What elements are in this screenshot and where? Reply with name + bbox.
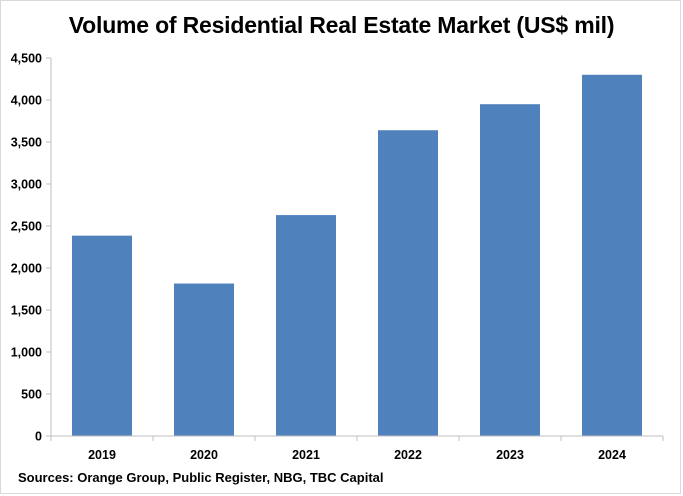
x-tick-label: 2023: [496, 448, 524, 462]
y-tick-label: 4,000: [11, 94, 42, 108]
x-tick-label: 2024: [598, 448, 626, 462]
chart-title: Volume of Residential Real Estate Market…: [68, 12, 615, 38]
y-tick-label: 1,000: [11, 346, 42, 360]
y-axis: 0 500 1,000 1,500 2,000 2,500 3,000 3,500 4,000 4…: [11, 52, 52, 444]
x-axis: 2019 2020 2021 2022 2023 2024: [50, 435, 664, 462]
y-tick-label: 2,000: [11, 262, 42, 276]
y-tick-label: 3,500: [11, 136, 42, 150]
y-tick-label: 1,500: [11, 304, 42, 318]
bars-group: [72, 74, 642, 437]
bar-2019: [72, 235, 132, 436]
x-tick-label: 2020: [190, 448, 218, 462]
y-tick-label: 4,500: [11, 52, 42, 66]
y-tick-label: 500: [21, 388, 42, 402]
source-note: Sources: Orange Group, Public Register, …: [18, 470, 384, 485]
y-tick-label: 2,500: [11, 220, 42, 234]
y-tick-label: 3,000: [11, 178, 42, 192]
y-tick-label: 0: [35, 430, 42, 444]
x-tick-label: 2019: [88, 448, 116, 462]
bar-2023: [480, 104, 540, 436]
x-tick-label: 2022: [394, 448, 422, 462]
bar-2024: [582, 74, 642, 437]
bar-2021: [276, 215, 336, 436]
x-tick-label: 2021: [292, 448, 320, 462]
bar-2020: [174, 283, 234, 436]
bar-2022: [378, 130, 438, 437]
